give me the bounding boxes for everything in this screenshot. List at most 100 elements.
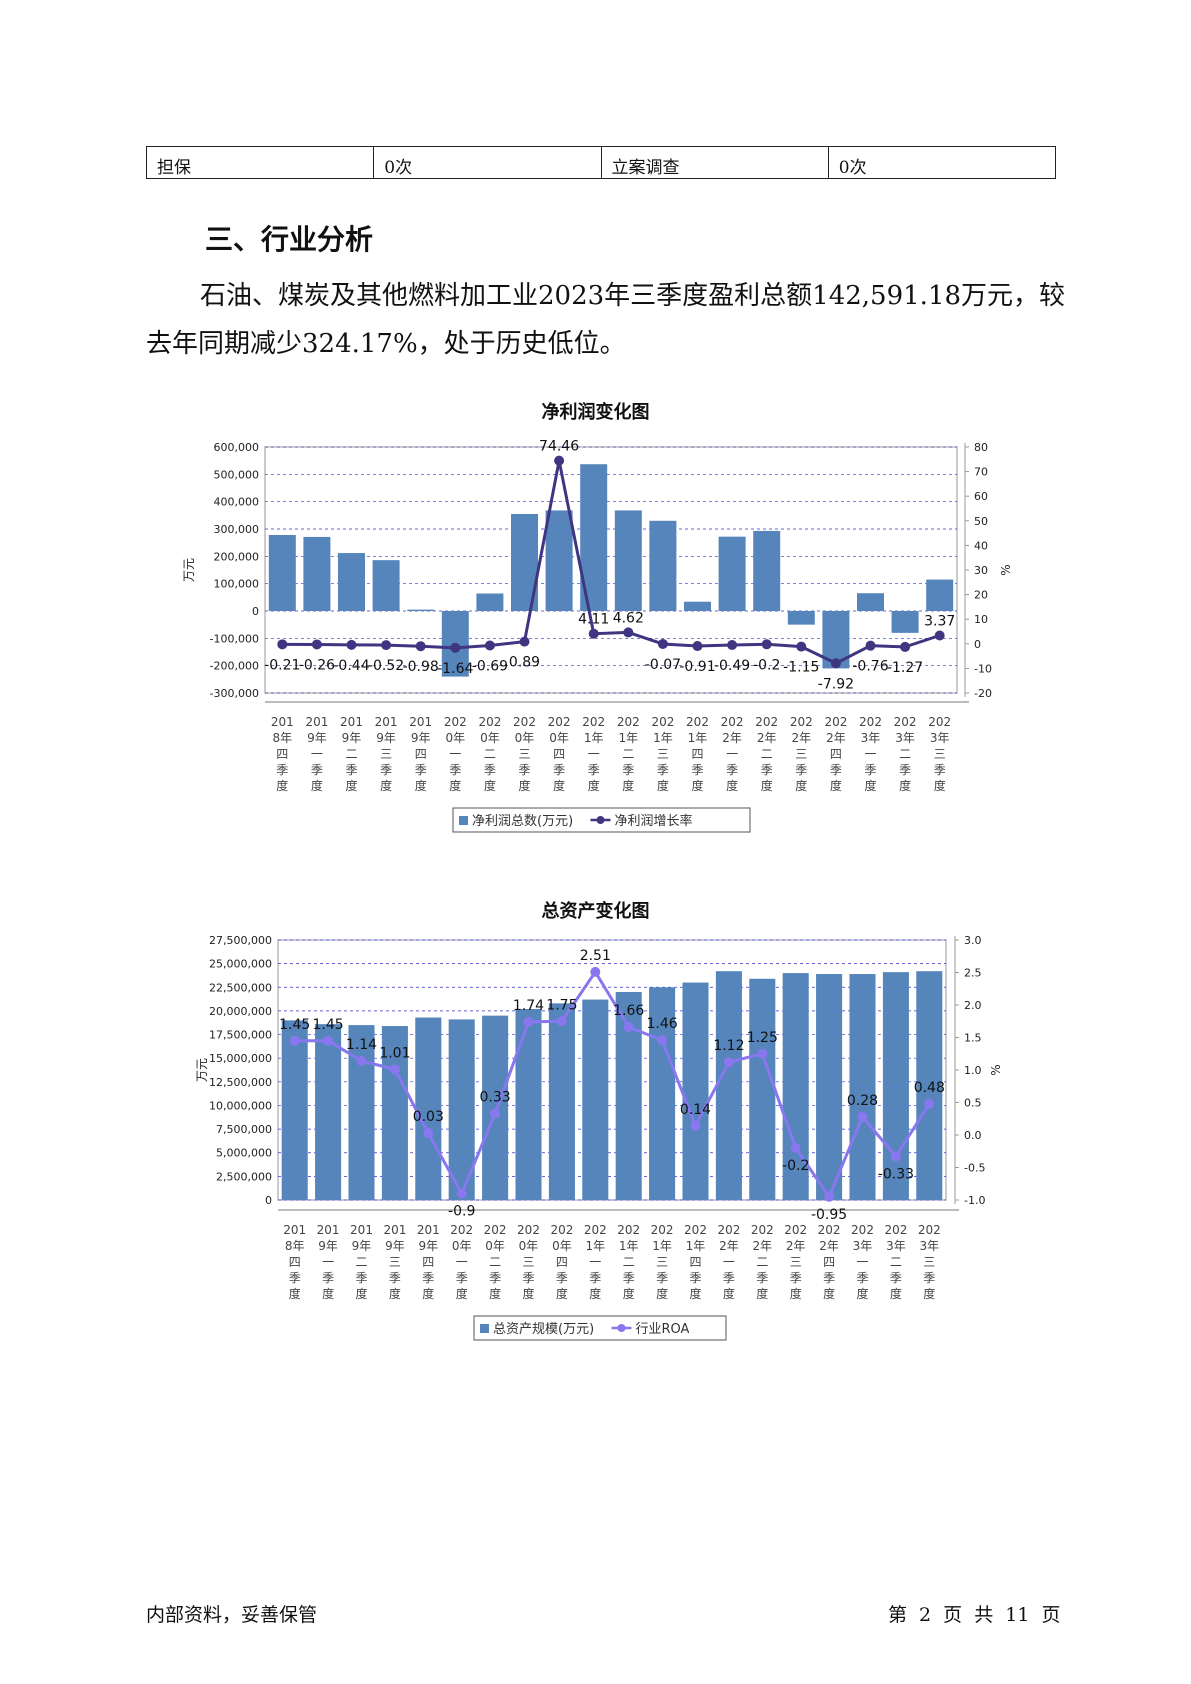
x-tick-label: 度: [518, 778, 530, 793]
y-tick-label-left: 22,500,000: [209, 981, 272, 994]
data-label: -0.07: [645, 657, 681, 673]
y-tick-label-left: 600,000: [214, 441, 260, 454]
data-label: 1.45: [313, 1017, 344, 1033]
bar: [476, 593, 504, 611]
data-label: -0.26: [299, 657, 335, 673]
x-tick-label: 1年: [585, 1239, 605, 1253]
x-tick-label: 202: [686, 715, 709, 729]
y-tick-label-right: 1.5: [964, 1032, 982, 1045]
section-heading: 三、行业分析: [205, 223, 374, 256]
bar: [649, 520, 677, 611]
bar: [482, 1015, 509, 1200]
y-axis-title-right: %: [999, 564, 1013, 575]
x-tick-label: 202: [928, 715, 951, 729]
x-tick-label: 季: [389, 1271, 401, 1285]
y-tick-label-left: 17,500,000: [209, 1029, 272, 1042]
x-tick-label: 201: [383, 1223, 406, 1237]
y-tick-label-right: -0.5: [964, 1162, 985, 1175]
line-point: [857, 1111, 868, 1122]
bar: [715, 971, 742, 1200]
x-tick-label: 季: [456, 1271, 468, 1285]
x-tick-label: 202: [651, 715, 674, 729]
line-point: [519, 636, 530, 647]
x-tick-label: 季: [589, 1271, 601, 1285]
x-tick-label: 季: [289, 1271, 301, 1285]
x-tick-label: 1年: [653, 731, 673, 745]
x-tick-label: 二: [355, 1255, 367, 1269]
x-tick-label: 季: [756, 1271, 768, 1285]
data-label: -0.95: [811, 1207, 847, 1223]
bar: [614, 510, 642, 611]
x-tick-label: 季: [723, 1271, 735, 1285]
x-tick-label: 2年: [719, 1239, 739, 1253]
x-tick-label: 2年: [826, 731, 846, 745]
x-tick-label: 201: [409, 715, 432, 729]
x-tick-label: 度: [484, 778, 496, 793]
bar: [882, 972, 909, 1200]
x-tick-label: 2年: [722, 731, 742, 745]
x-tick-label: 3年: [919, 1239, 939, 1253]
data-label: -0.44: [333, 658, 369, 674]
x-tick-label: 2年: [819, 1239, 839, 1253]
line-series: [282, 460, 941, 665]
data-label: 0.33: [480, 1090, 511, 1106]
line-point: [657, 638, 668, 649]
y-tick-label-left: 15,000,000: [209, 1052, 272, 1065]
y-tick-label-left: 2,500,000: [216, 1170, 272, 1183]
y-axis-title-left: 万元: [195, 1058, 209, 1082]
x-tick-label: 季: [484, 763, 496, 777]
x-tick-label: 202: [584, 1223, 607, 1237]
x-tick-label: 度: [890, 1286, 902, 1301]
bar: [891, 611, 919, 633]
y-tick-label-right: 2.0: [964, 999, 982, 1012]
x-tick-label: 度: [355, 1286, 367, 1301]
x-tick-label: 一: [726, 747, 738, 761]
line-point: [323, 1035, 334, 1046]
x-tick-label: 四: [830, 747, 842, 761]
x-tick-label: 202: [444, 715, 467, 729]
x-tick-label: 季: [553, 763, 565, 777]
y-tick-label-right: 50: [974, 515, 988, 528]
table-cell: 0次: [827, 146, 1057, 179]
x-tick-label: 202: [859, 715, 882, 729]
x-tick-label: 8年: [272, 731, 292, 745]
x-tick-label: 三: [790, 1255, 802, 1269]
x-tick-label: 0年: [485, 1239, 505, 1253]
x-tick-label: 度: [691, 778, 703, 793]
data-label: -1.27: [887, 660, 923, 676]
body-paragraph: 石油、煤炭及其他燃料加工业2023年三季度盈利总额142,591.18万元，较去…: [146, 281, 1066, 359]
x-tick-label: 季: [856, 1271, 868, 1285]
data-label: -0.2: [753, 657, 780, 673]
x-tick-label: 二: [899, 747, 911, 761]
x-tick-label: 8年: [285, 1239, 305, 1253]
line-point: [692, 641, 703, 652]
x-tick-label: 1年: [688, 731, 708, 745]
x-tick-label: 三: [380, 747, 392, 761]
data-label: 1.14: [346, 1037, 377, 1053]
x-tick-label: 度: [422, 1286, 434, 1301]
bar: [718, 536, 746, 611]
y-tick-label-left: 12,500,000: [209, 1076, 272, 1089]
data-label: 74.46: [539, 439, 579, 455]
y-tick-label-left: -300,000: [210, 687, 259, 700]
legend-label: 总资产规模(万元): [493, 1322, 594, 1337]
x-tick-label: 季: [656, 1271, 668, 1285]
x-tick-label: 季: [689, 1271, 701, 1285]
line-point: [690, 1120, 701, 1131]
x-tick-label: 度: [923, 1286, 935, 1301]
y-tick-label-left: 20,000,000: [209, 1005, 272, 1018]
line-point: [934, 630, 945, 641]
y-tick-label-left: 500,000: [214, 468, 260, 481]
x-tick-label: 2年: [752, 1239, 772, 1253]
footer-note: 内部资料，妥善保管: [146, 1604, 318, 1626]
y-axis-title-left: 万元: [182, 558, 196, 582]
line-point: [796, 641, 807, 652]
x-tick-label: 度: [726, 778, 738, 793]
line-point: [346, 639, 357, 650]
x-tick-label: 二: [345, 747, 357, 761]
x-tick-label: 度: [790, 1286, 802, 1301]
x-tick-label: 0年: [549, 731, 569, 745]
x-tick-label: 二: [623, 1255, 635, 1269]
x-tick-label: 1年: [618, 731, 638, 745]
x-tick-label: 202: [751, 1223, 774, 1237]
